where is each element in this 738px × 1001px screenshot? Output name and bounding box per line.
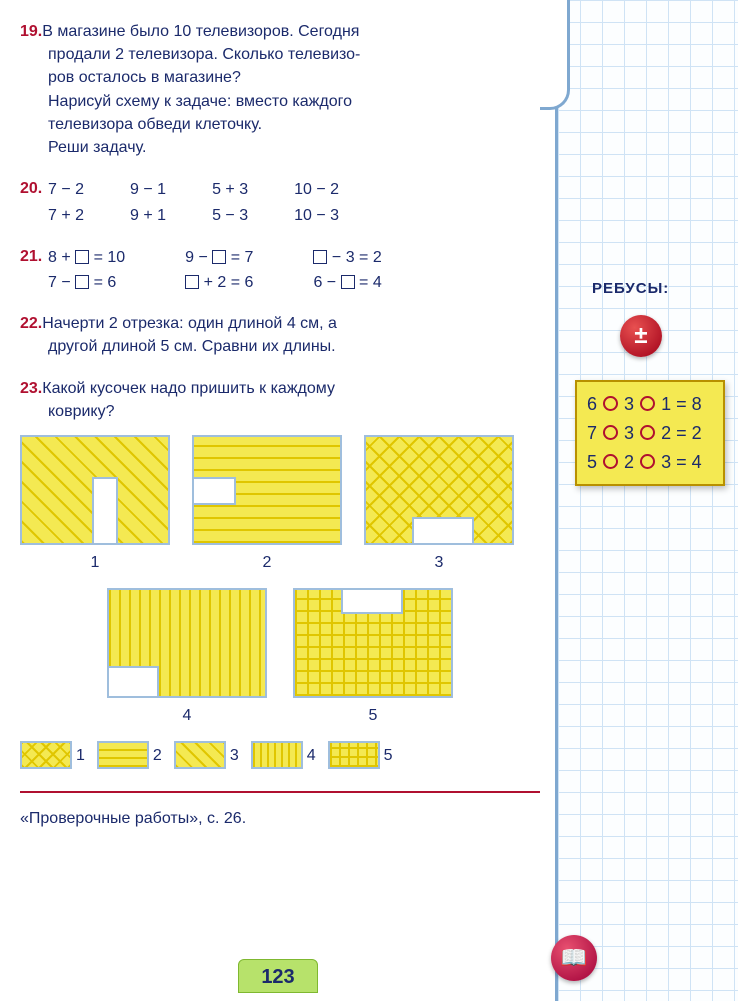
patch-5 — [328, 741, 380, 769]
patch-label: 3 — [230, 744, 239, 767]
footer-reference: «Проверочные работы», с. 26. — [20, 807, 540, 830]
rebus-box: 6 3 1 = 8 7 3 2 = 2 5 2 3 = 4 — [575, 380, 725, 486]
divider — [20, 791, 540, 793]
rug-2 — [192, 435, 342, 545]
math-expr: 7 − = 6 — [48, 271, 125, 294]
book-icon: 📖 — [551, 935, 597, 981]
task-num: 22. — [20, 315, 42, 332]
patch-label: 2 — [153, 744, 162, 767]
math-expr: 9 − 1 — [130, 178, 166, 201]
patch-4 — [251, 741, 303, 769]
rug-3 — [364, 435, 514, 545]
task-text: Реши задачу. — [48, 136, 540, 159]
circle-blank-icon — [640, 454, 655, 469]
patch-1 — [20, 741, 72, 769]
patches-row: 1 2 3 4 5 — [20, 741, 540, 769]
circle-blank-icon — [603, 425, 618, 440]
rug-label: 3 — [435, 551, 444, 574]
rugs-row-1: 1 2 3 — [20, 435, 540, 574]
patch-3 — [174, 741, 226, 769]
math-expr: 9 − = 7 — [185, 246, 253, 269]
main-column: 19.В магазине было 10 телевизоров. Сегод… — [20, 20, 540, 831]
blank-square — [75, 250, 89, 264]
rebus-row: 6 3 1 = 8 — [587, 390, 713, 419]
blank-square — [341, 275, 355, 289]
task-text: Начерти 2 отрезка: один длиной 4 см, а — [42, 315, 337, 332]
math-expr: 7 − 2 — [48, 178, 84, 201]
math-expr: 5 − 3 — [212, 204, 248, 227]
task-19: 19.В магазине было 10 телевизоров. Сегод… — [20, 20, 540, 159]
task-22: 22.Начерти 2 отрезка: один длиной 4 см, … — [20, 312, 540, 358]
math-expr: 10 − 3 — [294, 204, 339, 227]
task-23: 23.Какой кусочек надо пришить к каждому … — [20, 377, 540, 770]
task-text: другой длиной 5 см. Сравни их длины. — [48, 335, 540, 358]
math-expr: 5 + 3 — [212, 178, 248, 201]
blank-square — [212, 250, 226, 264]
grid-sidebar — [555, 0, 738, 1001]
math-expr: 8 + = 10 — [48, 246, 125, 269]
task-num: 23. — [20, 380, 42, 397]
math-expr: − 3 = 2 — [313, 246, 381, 269]
patch-label: 5 — [384, 744, 393, 767]
page-number: 123 — [238, 959, 318, 993]
task-text: Нарисуй схему к задаче: вместо каждого — [48, 90, 540, 113]
patch-label: 4 — [307, 744, 316, 767]
rug-label: 2 — [263, 551, 272, 574]
rug-4 — [107, 588, 267, 698]
task-text: ров осталось в магазине? — [48, 66, 540, 89]
circle-blank-icon — [640, 396, 655, 411]
math-expr: 6 − = 4 — [313, 271, 381, 294]
blank-square — [185, 275, 199, 289]
circle-blank-icon — [640, 425, 655, 440]
blank-square — [313, 250, 327, 264]
rug-label: 5 — [369, 704, 378, 727]
circle-blank-icon — [603, 454, 618, 469]
circle-blank-icon — [603, 396, 618, 411]
math-expr: 9 + 1 — [130, 204, 166, 227]
task-num: 21. — [20, 248, 42, 265]
math-expr: + 2 = 6 — [185, 271, 253, 294]
rug-label: 4 — [183, 704, 192, 727]
math-expr: 10 − 2 — [294, 178, 339, 201]
task-20: 20. 7 − 2 7 + 2 9 − 1 9 + 1 5 + 3 5 − 3 … — [20, 177, 540, 227]
rebus-row: 7 3 2 = 2 — [587, 419, 713, 448]
blank-square — [75, 275, 89, 289]
patch-2 — [97, 741, 149, 769]
task-text: продали 2 телевизора. Сколько телевизо- — [48, 43, 540, 66]
tab-curve — [540, 0, 570, 110]
plus-minus-badge: ± — [620, 315, 662, 357]
task-text: Какой кусочек надо пришить к каждому — [42, 380, 335, 397]
task-text: В магазине было 10 телевизоров. Сегодня — [42, 23, 359, 40]
rugs-row-2: 4 5 — [20, 588, 540, 727]
task-text: телевизора обведи клеточку. — [48, 113, 540, 136]
task-num: 19. — [20, 23, 42, 40]
patch-label: 1 — [76, 744, 85, 767]
rug-1 — [20, 435, 170, 545]
math-expr: 7 + 2 — [48, 204, 84, 227]
task-text: коврику? — [48, 400, 540, 423]
rug-label: 1 — [91, 551, 100, 574]
rug-5 — [293, 588, 453, 698]
task-21: 21. 8 + = 10 7 − = 6 9 − = 7 + 2 = 6 − 3… — [20, 245, 540, 295]
task-num: 20. — [20, 180, 42, 197]
rebus-title: РЕБУСЫ: — [592, 280, 669, 297]
rebus-row: 5 2 3 = 4 — [587, 448, 713, 477]
